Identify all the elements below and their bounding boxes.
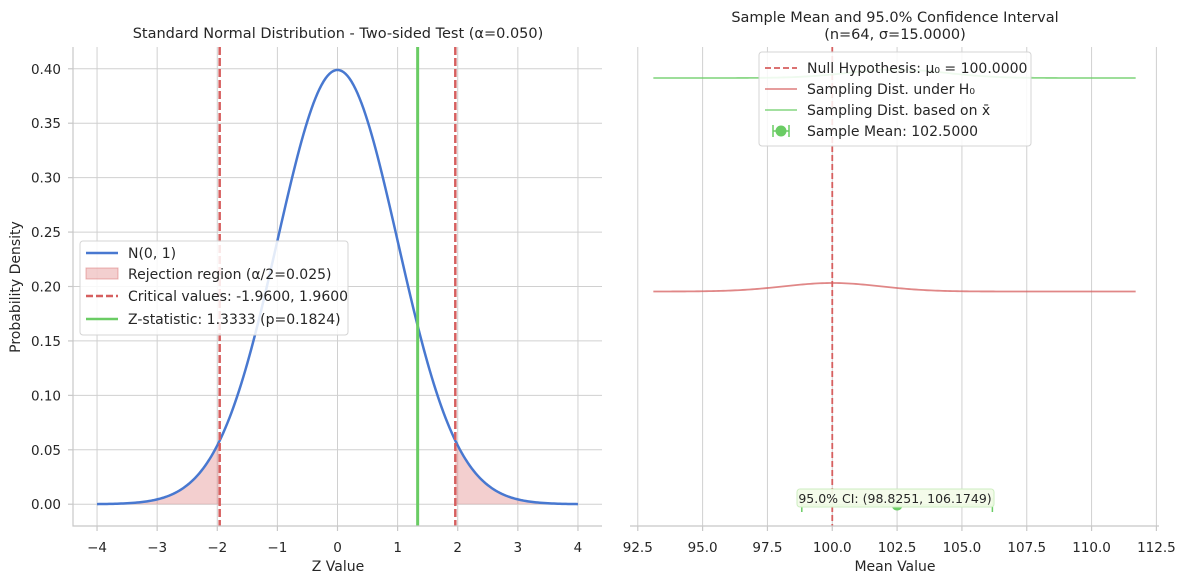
left-y-tick-label: 0.05 (31, 443, 61, 459)
left-chart-panel: Standard Normal Distribution - Two-sided… (8, 26, 602, 575)
left-axes-spines (72, 47, 602, 527)
right-x-tick-label: 97.5 (752, 540, 782, 556)
right-chart-panel: Sample Mean and 95.0% Confidence Interva… (623, 10, 1176, 575)
right-x-tick-label: 110.0 (1072, 540, 1111, 556)
right-chart-subtitle: (n=64, σ=15.0000) (824, 27, 966, 43)
left-y-tick-label: 0.35 (31, 116, 61, 132)
ci-annotation: 95.0% CI: (98.8251, 106.1749) (796, 488, 995, 508)
left-x-tick-label: 1 (393, 540, 402, 556)
legend-label-sample-mean: Sample Mean: 102.5000 (807, 124, 978, 140)
ci-annotation-box (796, 488, 995, 508)
left-x-tick-label: −1 (267, 540, 287, 556)
left-y-tick-label: 0.30 (31, 171, 61, 187)
left-chart-title: Standard Normal Distribution - Two-sided… (133, 26, 544, 42)
rejection-region-left-tail (97, 440, 220, 505)
right-x-axis-label: Mean Value (854, 559, 935, 575)
legend-label-critical-values: Critical values: -1.9600, 1.9600 (128, 289, 348, 305)
left-y-tick-label: 0.25 (31, 225, 61, 241)
left-x-tick-label: 2 (453, 540, 462, 556)
right-x-tick-label: 102.5 (878, 540, 917, 556)
right-chart-title: Sample Mean and 95.0% Confidence Interva… (731, 10, 1058, 26)
left-tick-labels: −4 −3 −2 −1 0 1 2 3 4 0.00 0.05 0.10 0.15 0.20 0.25 0.3… (31, 62, 582, 556)
left-y-tick-label: 0.40 (31, 62, 61, 78)
legend-label-null-hypothesis: Null Hypothesis: μ₀ = 100.0000 (807, 61, 1027, 77)
left-lines (97, 47, 578, 526)
left-y-tick-label: 0.10 (31, 388, 61, 404)
normal-pdf-curve (97, 68, 578, 506)
right-x-tick-label: 95.0 (688, 540, 718, 556)
rejection-region-right-tail (455, 440, 578, 505)
left-legend-box (79, 240, 349, 336)
right-x-tick-label: 100.0 (813, 540, 852, 556)
right-x-tick-label: 107.5 (1007, 540, 1046, 556)
legend-swatch-sample-mean-marker (775, 125, 787, 137)
right-tick-labels: 92.5 95.0 97.5 100.0 102.5 105.0 107.5 110.0 112… (623, 526, 1176, 556)
sampling-dist-under-h0-curve (653, 282, 1136, 293)
right-x-tick-label: 105.0 (943, 540, 982, 556)
left-x-tick-label: −2 (207, 540, 227, 556)
legend-swatch-rejection-region (85, 267, 119, 280)
right-x-tick-label: 92.5 (623, 540, 653, 556)
left-y-tick-label: 0.00 (31, 497, 61, 513)
left-x-tick-label: −4 (87, 540, 107, 556)
legend-label-z-statistic: Z-statistic: 1.3333 (p=0.1824) (128, 312, 341, 328)
ci-annotation-text: 95.0% CI: (98.8251, 106.1749) (798, 491, 991, 506)
left-legend: N(0, 1) Rejection region (α/2=0.025) Cri… (79, 240, 349, 336)
right-legend: Null Hypothesis: μ₀ = 100.0000 Sampling … (758, 51, 1032, 147)
legend-label-sampling-under-h0: Sampling Dist. under H₀ (807, 82, 975, 98)
left-rejection-fills (97, 440, 578, 505)
left-y-axis-label: Probability Density (8, 221, 24, 353)
legend-label-rejection-region: Rejection region (α/2=0.025) (128, 267, 332, 283)
right-legend-box (758, 51, 1032, 147)
legend-label-sampling-based-on-xbar: Sampling Dist. based on x̄ (807, 103, 990, 119)
left-x-axis-label: Z Value (312, 559, 365, 575)
left-x-tick-label: 0 (333, 540, 342, 556)
left-x-tick-label: 4 (574, 540, 583, 556)
right-x-tick-label: 112.5 (1137, 540, 1176, 556)
left-y-tick-label: 0.20 (31, 280, 61, 296)
left-x-tick-label: −3 (147, 540, 167, 556)
left-x-tick-label: 3 (514, 540, 523, 556)
left-y-tick-label: 0.15 (31, 334, 61, 350)
legend-label-normal-curve: N(0, 1) (128, 246, 176, 262)
